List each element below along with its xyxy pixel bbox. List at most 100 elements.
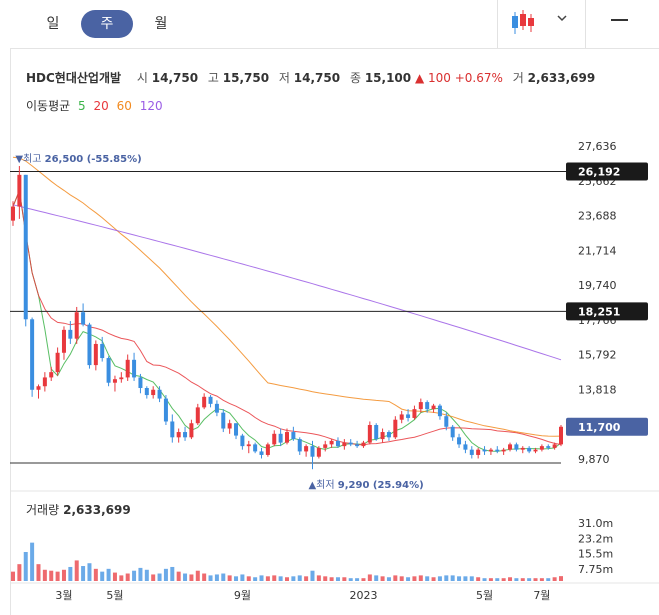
volume-bar bbox=[132, 570, 137, 581]
candle-body bbox=[418, 402, 423, 410]
x-axis-tick: 5월 bbox=[106, 589, 123, 602]
candle-body bbox=[469, 449, 474, 455]
candle-body bbox=[412, 409, 417, 418]
candle-body bbox=[119, 377, 124, 380]
volume-bar bbox=[457, 576, 462, 581]
volume-bar bbox=[393, 575, 398, 581]
volume-bar bbox=[508, 577, 513, 581]
high-value: 15,750 bbox=[222, 71, 270, 85]
candlestick-chart-type-icon[interactable] bbox=[506, 8, 542, 38]
volume-bar bbox=[183, 573, 188, 581]
reference-line-label: 26,192 bbox=[578, 165, 620, 178]
x-axis-tick: 7월 bbox=[533, 589, 550, 602]
volume-axis-tick: 7.75m bbox=[578, 563, 613, 576]
volume-bar bbox=[495, 578, 500, 581]
tab-month[interactable]: 월 bbox=[154, 16, 168, 32]
volume-bar bbox=[106, 568, 111, 581]
candle-body bbox=[393, 419, 398, 438]
volume-bar bbox=[42, 569, 47, 581]
low-value: 14,750 bbox=[293, 71, 341, 85]
moving-average-legend: 이동평균 5 20 60 120 bbox=[26, 97, 163, 114]
volume-bar bbox=[444, 575, 449, 581]
minimize-icon[interactable] bbox=[611, 19, 628, 21]
volume-panel-title: 거래량 bbox=[26, 503, 60, 517]
volume-bar bbox=[546, 578, 551, 581]
change-value: ▲ 100 bbox=[414, 71, 451, 85]
volume-bar bbox=[533, 578, 538, 581]
volume-bar bbox=[527, 578, 532, 581]
candle-body bbox=[11, 206, 15, 221]
volume-bar bbox=[310, 570, 315, 581]
volume-bar bbox=[74, 560, 79, 581]
moving-average-label: 이동평균 bbox=[26, 99, 71, 113]
current-price-tag bbox=[566, 417, 648, 436]
candle-body bbox=[259, 451, 264, 455]
candle-body bbox=[559, 426, 563, 445]
candle-body bbox=[125, 359, 130, 378]
candle-body bbox=[112, 379, 117, 383]
tab-week[interactable]: 주 bbox=[81, 10, 133, 38]
candle-body bbox=[380, 432, 385, 440]
reference-line-tag-arrow bbox=[566, 162, 572, 181]
volume-bar bbox=[367, 574, 372, 581]
candle-body bbox=[176, 432, 181, 438]
candle-body bbox=[74, 312, 79, 339]
chevron-down-icon[interactable] bbox=[556, 12, 568, 27]
top-bar: 일 주 월 bbox=[0, 0, 659, 48]
candle-body bbox=[221, 412, 226, 429]
candle-body bbox=[195, 407, 200, 424]
candle-body bbox=[425, 402, 430, 410]
candle-body bbox=[539, 446, 544, 450]
volume-axis-tick: 31.0m bbox=[578, 517, 613, 530]
volume-bar bbox=[138, 567, 143, 581]
volume-panel-value: 2,633,699 bbox=[63, 503, 131, 517]
price-info-bar: HDC현대산업개발 시 14,750 고 15,750 저 14,750 종 1… bbox=[26, 69, 595, 86]
candle-body bbox=[100, 343, 105, 359]
volume-bar bbox=[386, 577, 391, 581]
ma-120-legend: 120 bbox=[139, 99, 163, 113]
volume-bar bbox=[253, 577, 258, 581]
volume-label: 거 bbox=[512, 71, 524, 85]
candle-body bbox=[457, 437, 462, 445]
volume-bar bbox=[520, 578, 525, 581]
volume-bar bbox=[144, 569, 149, 581]
tab-day[interactable]: 일 bbox=[46, 16, 60, 32]
x-axis-tick: 5월 bbox=[476, 589, 493, 602]
ma-60-legend: 60 bbox=[116, 99, 132, 113]
low-annotation-value: 9,290 (25.94%) bbox=[338, 480, 424, 491]
change-percent: +0.67% bbox=[454, 71, 503, 85]
candle-body bbox=[310, 446, 315, 457]
candle-body bbox=[437, 405, 442, 417]
open-label: 시 bbox=[136, 71, 148, 85]
candle-body bbox=[482, 449, 487, 452]
divider bbox=[585, 0, 586, 48]
price-axis-tick: 21,714 bbox=[578, 244, 617, 257]
high-label: 고 bbox=[207, 71, 219, 85]
candle-body bbox=[49, 372, 54, 378]
candle-body bbox=[546, 446, 551, 448]
x-axis-tick: 9월 bbox=[234, 589, 251, 602]
volume-bar bbox=[380, 576, 385, 581]
reference-line-tag-arrow bbox=[566, 302, 572, 321]
volume-axis-tick: 15.5m bbox=[578, 548, 613, 561]
candle-body bbox=[265, 444, 270, 455]
ma-120-line bbox=[12, 204, 562, 361]
volume-bar bbox=[329, 577, 334, 581]
candle-body bbox=[61, 329, 66, 353]
candle-body bbox=[348, 442, 353, 445]
volume-bar bbox=[55, 571, 60, 581]
volume-bar bbox=[501, 578, 506, 581]
ma-20-line bbox=[12, 188, 562, 446]
candle-body bbox=[157, 389, 162, 399]
candle-body bbox=[183, 432, 188, 438]
volume-bar bbox=[559, 576, 563, 581]
volume-value: 2,633,699 bbox=[527, 71, 596, 85]
open-value: 14,750 bbox=[151, 71, 199, 85]
volume-bar bbox=[463, 576, 468, 581]
volume-bar bbox=[240, 574, 245, 581]
volume-bar bbox=[112, 572, 117, 581]
candle-body bbox=[208, 396, 213, 404]
stock-name: HDC현대산업개발 bbox=[26, 71, 122, 85]
candle-body bbox=[508, 444, 513, 450]
